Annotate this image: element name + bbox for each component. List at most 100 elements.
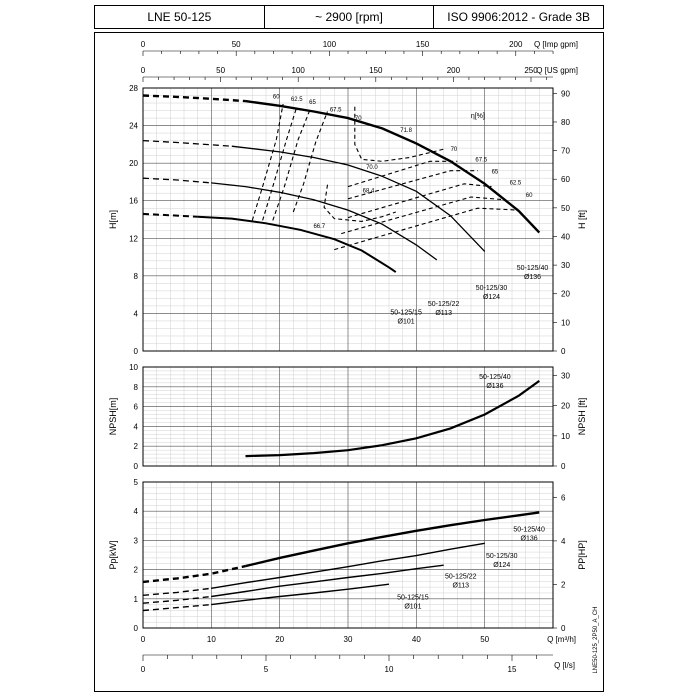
efficiency-line <box>347 170 478 200</box>
y-tick-label-right: 2 <box>561 580 566 589</box>
npsh-curve <box>245 380 540 458</box>
ls-tick-label: 5 <box>264 665 269 674</box>
y-tick-label: 10 <box>129 363 138 372</box>
header-model: LNE 50-125 <box>95 6 265 28</box>
y-tick-label-right: 6 <box>561 493 566 502</box>
y-tick-label: 3 <box>134 536 139 545</box>
y-axis-label-right: H [ft] <box>577 210 587 229</box>
y-tick-label-right: 80 <box>561 118 570 127</box>
top-axis-tick-label: 100 <box>323 40 337 49</box>
x-tick-label: 50 <box>480 635 489 644</box>
y-tick-label: 5 <box>134 478 139 487</box>
curve-label: 50-125/15 <box>397 594 429 601</box>
efficiency-label: 60 <box>526 193 533 199</box>
efficiency-label: 65 <box>309 100 316 106</box>
x-tick-label: 0 <box>141 635 146 644</box>
head-curve-dashed <box>142 177 212 184</box>
x-axis-label: Q [m³/h] <box>547 635 576 644</box>
chart-header: LNE 50-125 ~ 2900 [rpm] ISO 9906:2012 - … <box>94 5 604 29</box>
y-tick-label-right: 50 <box>561 204 570 213</box>
power-curve <box>211 542 485 589</box>
y-tick-label: 24 <box>129 122 138 131</box>
top-axis-tick-label: 200 <box>509 40 523 49</box>
y-tick-label: 6 <box>134 403 139 412</box>
head-curve <box>211 182 438 261</box>
y-tick-label: 20 <box>129 159 138 168</box>
efficiency-loop <box>354 106 444 162</box>
top-axis-tick-label: 50 <box>216 66 225 75</box>
x-tick-label: 40 <box>412 635 421 644</box>
y-tick-label: 28 <box>129 84 138 93</box>
top-axis-tick-label: 150 <box>369 66 383 75</box>
y-axis-label: NPSH[m] <box>108 398 118 436</box>
x-tick-label: 30 <box>344 635 353 644</box>
efficiency-label: 65 <box>492 169 499 175</box>
efficiency-line <box>272 108 311 221</box>
top-axis-tick-label: 150 <box>416 40 430 49</box>
top-axis-tick-label: 50 <box>232 40 241 49</box>
power-curve-dashed <box>142 587 212 596</box>
ls-tick-label: 15 <box>508 665 517 674</box>
efficiency-line <box>341 196 506 235</box>
curve-diameter-label: Ø101 <box>398 318 415 325</box>
curve-diameter-label: Ø113 <box>435 310 452 317</box>
efficiency-label: 62.5 <box>291 97 303 103</box>
curve-diameter-label: Ø101 <box>404 603 421 610</box>
plot-area <box>142 481 554 629</box>
power-curve <box>211 564 444 598</box>
efficiency-axis-label: η[%] <box>471 113 485 120</box>
power-curve <box>211 583 390 606</box>
y-tick-label-right: 60 <box>561 175 570 184</box>
top-axis-tick-label: 0 <box>141 40 146 49</box>
head-curve <box>231 145 486 252</box>
y-axis-label-right: NPSH [ft] <box>577 398 587 436</box>
plot-area <box>142 366 554 467</box>
power-curve-dashed <box>142 564 246 584</box>
y-tick-label-right: 4 <box>561 537 566 546</box>
y-tick-label: 0 <box>134 347 139 356</box>
x-tick-label: 20 <box>275 635 284 644</box>
top-axis-tick-label: 200 <box>447 66 461 75</box>
y-tick-label: 1 <box>134 595 139 604</box>
top-axis-tick-label: 0 <box>141 66 146 75</box>
y-tick-label-right: 10 <box>561 318 570 327</box>
efficiency-label: 67.5 <box>330 107 342 113</box>
efficiency-label: 67.5 <box>475 157 487 163</box>
npsh-panel <box>142 366 557 467</box>
y-tick-label-right: 20 <box>561 402 570 411</box>
head-curve <box>197 215 397 273</box>
head-curve <box>245 99 541 234</box>
head-curve-dashed <box>142 212 198 218</box>
efficiency-label: 68.4 <box>363 188 375 194</box>
efficiency-label: 70.0 <box>366 165 378 171</box>
y-tick-label: 2 <box>134 566 139 575</box>
y-tick-label: 0 <box>134 462 139 471</box>
y-tick-label: 4 <box>134 309 139 318</box>
y-tick-label: 4 <box>134 507 139 516</box>
y-tick-label-right: 70 <box>561 147 570 156</box>
top-axis-label: Q [Imp gpm] <box>534 40 578 49</box>
head-curve-dashed <box>142 139 232 147</box>
y-tick-label: 4 <box>134 422 139 431</box>
header-speed: ~ 2900 [rpm] <box>265 6 435 28</box>
curve-diameter-label: Ø136 <box>524 274 541 281</box>
side-code: LNE50-125_2P50_A_CH <box>593 606 599 673</box>
curve-diameter-label: Ø113 <box>452 582 469 589</box>
y-tick-label: 16 <box>129 197 138 206</box>
y-tick-label-right: 0 <box>561 624 566 633</box>
efficiency-line <box>347 183 492 219</box>
ls-tick-label: 10 <box>385 665 394 674</box>
y-axis-label-right: PP[HP] <box>577 540 587 570</box>
y-tick-label-right: 30 <box>561 261 570 270</box>
curve-label: 50-125/30 <box>476 285 508 292</box>
y-tick-label: 8 <box>134 383 139 392</box>
efficiency-line <box>292 111 329 213</box>
curve-label: 50-125/40 <box>513 527 545 534</box>
curve-label: 50-125/40 <box>479 374 511 381</box>
efficiency-label: 62.5 <box>510 181 522 187</box>
y-tick-label-right: 10 <box>561 432 570 441</box>
curve-label: 50-125/30 <box>486 553 518 560</box>
curve-label: 50-125/40 <box>517 265 549 272</box>
efficiency-label: 60 <box>273 94 280 100</box>
